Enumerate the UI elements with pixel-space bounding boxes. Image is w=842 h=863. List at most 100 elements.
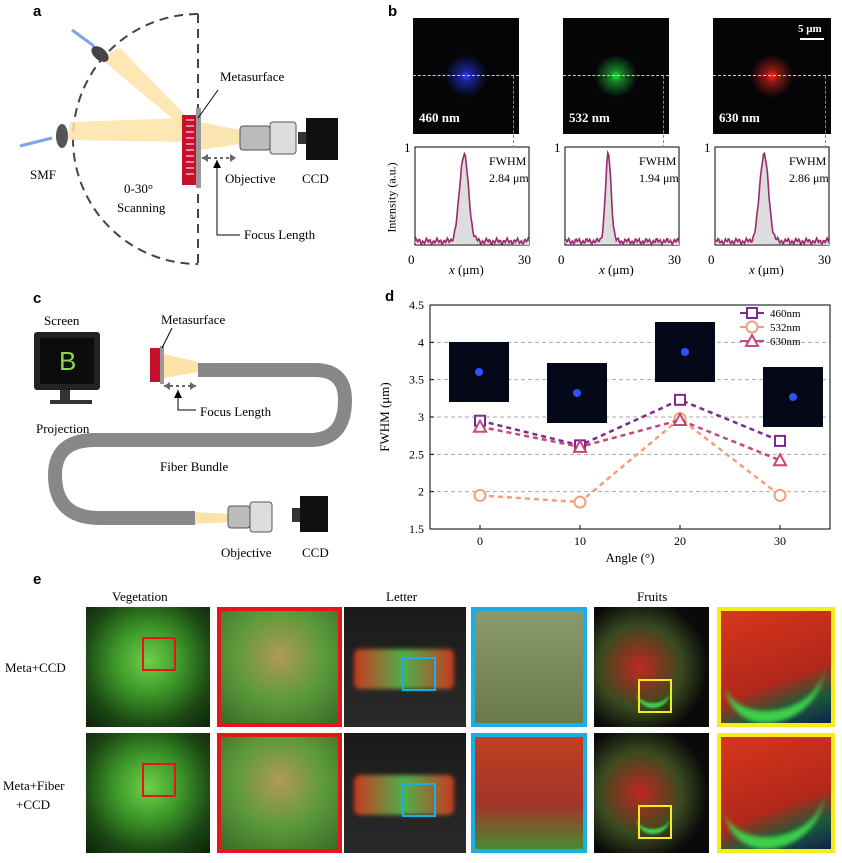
label-projection: Projection xyxy=(36,421,90,436)
marker-circle xyxy=(773,488,787,502)
label-ccd-a: CCD xyxy=(302,171,329,186)
marker-circle xyxy=(473,488,487,502)
result-image-r1-c4 xyxy=(594,733,709,853)
series-line xyxy=(479,398,781,447)
marker-triangle xyxy=(772,452,788,467)
series-line xyxy=(479,418,781,462)
wavelength-label: 532 nm xyxy=(569,110,610,125)
chart-y-label: FWHM (μm) xyxy=(377,382,392,451)
series-630nm xyxy=(472,411,788,467)
label-objective-a: Objective xyxy=(225,171,276,186)
marker-triangle xyxy=(572,438,588,453)
chart-x-label: Angle (°) xyxy=(606,550,655,565)
series-532nm xyxy=(473,411,787,509)
result-image-r1-c1 xyxy=(217,733,342,853)
panel-letter-c: c xyxy=(33,290,42,307)
intensity-profile-1: FWHM 1.94 μm xyxy=(564,146,680,247)
label-scanning: Scanning xyxy=(117,200,166,215)
label-screen: Screen xyxy=(44,313,80,328)
x-tick-label: 10 xyxy=(574,534,586,548)
result-image-r0-c3 xyxy=(471,607,587,727)
label-metasurface-c: Metasurface xyxy=(161,312,226,327)
result-image-r1-c2 xyxy=(344,733,466,853)
intensity-profile-0: FWHM 2.84 μm xyxy=(414,146,530,246)
series-line xyxy=(479,416,781,504)
panel-a-setup-diagram xyxy=(19,13,338,265)
y-tick-label: 4.5 xyxy=(409,298,424,312)
zoom-region-marker xyxy=(402,783,436,817)
result-image-r1-c3 xyxy=(471,733,587,853)
inset-spot xyxy=(573,389,581,397)
zoom-region-marker xyxy=(402,657,436,691)
result-image-r0-c0 xyxy=(86,607,210,727)
metasurface-icon xyxy=(182,108,201,188)
wavelength-label: 460 nm xyxy=(419,110,460,125)
column-label-vegetation: Vegetation xyxy=(112,589,168,604)
ccd-camera-icon xyxy=(298,118,338,160)
x-tick-max: 30 xyxy=(818,252,831,267)
intensity-profile-2: FWHM 2.86 μm xyxy=(714,146,830,247)
label-metasurface-a: Metasurface xyxy=(220,69,285,84)
zoom-region-marker xyxy=(638,805,672,839)
x-axis-label: x (μm) xyxy=(749,262,784,277)
plot-frame xyxy=(429,304,831,530)
label-ccd-c: CCD xyxy=(302,545,329,560)
image-to-profile-arrow xyxy=(663,76,664,148)
fiber-top-icon xyxy=(71,28,109,62)
y-tick-max: 1 xyxy=(554,140,561,155)
inset-spot xyxy=(681,348,689,356)
marker-circle xyxy=(745,320,759,334)
image-to-profile-arrow xyxy=(513,76,514,148)
marker-square xyxy=(746,307,758,319)
psf-spot-image-1: 532 nm xyxy=(563,18,669,134)
marker-triangle xyxy=(744,332,760,347)
row-label-meta-fiber: Meta+Fiber xyxy=(3,778,65,793)
x-tick-label: 20 xyxy=(674,534,686,548)
marker-triangle xyxy=(472,418,488,433)
result-image-r0-c2 xyxy=(344,607,466,727)
psf-spot-image-0: 460 nm xyxy=(413,18,519,134)
profile-frame xyxy=(564,146,680,246)
x-tick-min: 0 xyxy=(708,252,715,267)
panel-letter-b: b xyxy=(388,3,398,20)
fwhm-label: FWHM xyxy=(489,154,527,168)
scale-bar-label: 5 μm xyxy=(798,23,822,35)
profile-curve xyxy=(714,151,830,247)
scale-bar xyxy=(800,38,824,40)
x-axis-label: x (μm) xyxy=(449,262,484,277)
smf-fiber-icon xyxy=(19,124,68,148)
x-tick-max: 30 xyxy=(668,252,681,267)
panel-letter-e: e xyxy=(33,571,42,588)
legend-label: 630nm xyxy=(770,336,801,348)
y-tick-label: 2.5 xyxy=(409,447,424,461)
label-fiber-bundle: Fiber Bundle xyxy=(160,459,229,474)
y-tick-max: 1 xyxy=(704,140,711,155)
label-focus-length-a: Focus Length xyxy=(244,227,316,242)
marker-triangle xyxy=(672,411,688,426)
x-tick-max: 30 xyxy=(518,252,531,267)
zoom-region-marker xyxy=(638,679,672,713)
profile-curve xyxy=(565,149,680,247)
metasurface-small-icon xyxy=(150,346,164,384)
zoom-region-marker xyxy=(142,637,176,671)
label-focus-length-c: Focus Length xyxy=(200,404,272,419)
fwhm-value: 1.94 μm xyxy=(639,171,679,185)
result-image-r0-c4 xyxy=(594,607,709,727)
fwhm-vs-angle-chart: 1.5 2 2.5 3 3.5 4 4.5 0 10 20 30 Angle (°) FWHM (μm)… xyxy=(377,298,831,565)
y-tick-label: 1.5 xyxy=(409,522,424,536)
x-tick-min: 0 xyxy=(558,252,565,267)
y-tick-label: 3 xyxy=(418,410,424,424)
marker-circle xyxy=(573,495,587,509)
row-label-meta-ccd: Meta+CCD xyxy=(5,660,66,675)
ccd-camera-icon-c xyxy=(292,496,328,532)
x-tick-label: 30 xyxy=(774,534,786,548)
column-label-letter: Letter xyxy=(386,589,418,604)
inset-spot xyxy=(789,393,797,401)
wavelength-label: 630 nm xyxy=(719,110,760,125)
result-image-r0-c5 xyxy=(717,607,835,727)
fwhm-label: FWHM xyxy=(639,154,677,168)
fwhm-label: FWHM xyxy=(789,154,827,168)
panel-letter-a: a xyxy=(33,3,42,20)
x-tick-label: 0 xyxy=(477,534,483,548)
panel-c-fiber-setup xyxy=(34,327,353,533)
